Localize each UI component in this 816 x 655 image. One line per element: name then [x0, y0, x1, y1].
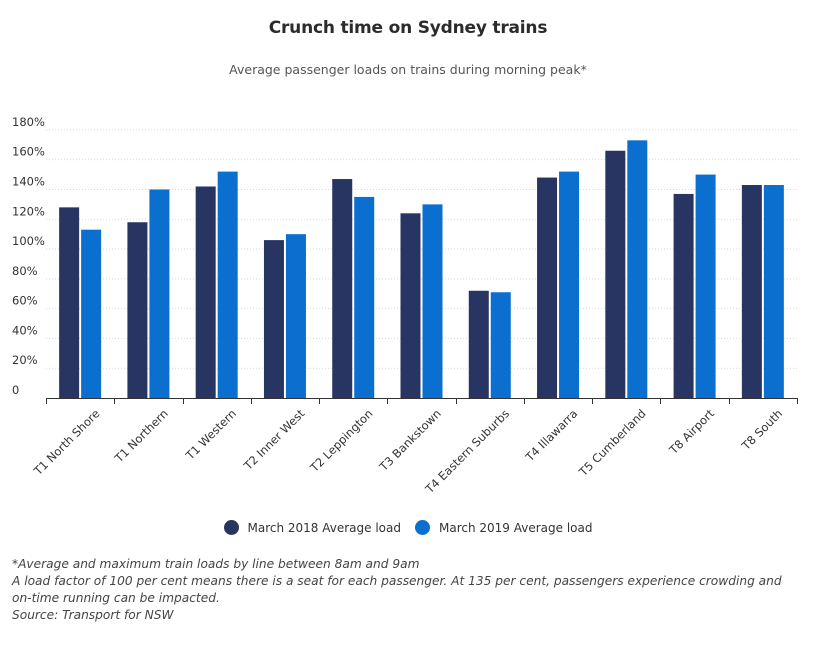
y-tick-label: 80% [12, 264, 38, 278]
bar-2018 [195, 186, 216, 398]
bar-2018 [263, 240, 284, 398]
bar-2019 [627, 140, 648, 399]
x-tick-label: T1 Northern [111, 406, 170, 465]
bar-2019 [285, 234, 306, 398]
y-tick-label: 20% [12, 353, 38, 367]
x-tick-label: T2 Leppington [307, 406, 376, 475]
bar-2019 [217, 171, 238, 398]
load-factor-note: A load factor of 100 per cent means ther… [12, 574, 782, 605]
legend-item-2018: March 2018 Average load [223, 520, 402, 535]
legend-label-2019: March 2019 Average load [439, 520, 593, 535]
legend-swatch-2019 [415, 520, 430, 535]
x-tick-label: T3 Bankstown [376, 406, 444, 474]
bar-2018 [468, 290, 489, 398]
y-tick-label: 120% [12, 204, 45, 218]
chart-subtitle: Average passenger loads on trains during… [229, 62, 587, 77]
y-tick-label: 100% [12, 234, 45, 248]
chart-title: Crunch time on Sydney trains [268, 18, 548, 38]
bar-2018 [332, 179, 353, 398]
legend-item-2019: March 2019 Average load [415, 520, 593, 535]
legend-label-2018: March 2018 Average load [247, 520, 402, 535]
bar-2018 [127, 222, 148, 398]
bar-2019 [559, 171, 580, 398]
y-tick-label: 0 [12, 383, 19, 397]
chart-legend: March 2018 Average load March 2019 Avera… [0, 520, 816, 535]
bar-2018 [605, 150, 626, 398]
y-tick-label: 60% [12, 294, 38, 308]
bar-2019 [149, 189, 170, 398]
x-tick-label: T5 Cumberland [576, 406, 649, 479]
x-tick-label: T1 Western [182, 406, 239, 463]
legend-swatch-2018 [223, 520, 239, 535]
y-tick-label: 140% [12, 174, 45, 188]
bar-2019 [422, 204, 443, 398]
bar-2018 [400, 213, 421, 398]
x-tick-label: T8 Airport [666, 406, 718, 458]
bar-chart: 0 20% 40% 60% 80% 100% 120% 140% 160% 180% T1 Nort… [12, 115, 798, 497]
x-tick-label: T4 Illawarra [522, 406, 580, 464]
x-tick-label: T2 Inner West [240, 406, 307, 473]
bar-2018 [741, 185, 762, 398]
x-tick-label: T1 North Shore [30, 406, 102, 478]
footnote: *Average and maximum train loads by line… [12, 557, 420, 571]
bar-2018 [673, 193, 694, 398]
y-tick-label: 180% [12, 115, 45, 129]
bar-2019 [81, 229, 102, 398]
source-note: Source: Transport for NSW [12, 608, 174, 622]
bar-2019 [695, 174, 716, 398]
chart-notes: *Average and maximum train loads by line… [12, 556, 802, 624]
bar-2019 [763, 185, 784, 398]
y-tick-label: 40% [12, 323, 38, 337]
bar-2018 [59, 207, 80, 398]
bar-2018 [537, 177, 558, 398]
y-tick-label: 160% [12, 145, 45, 159]
x-tick-label: T8 South [738, 406, 785, 453]
bar-2019 [354, 196, 375, 398]
bar-2019 [490, 292, 511, 398]
